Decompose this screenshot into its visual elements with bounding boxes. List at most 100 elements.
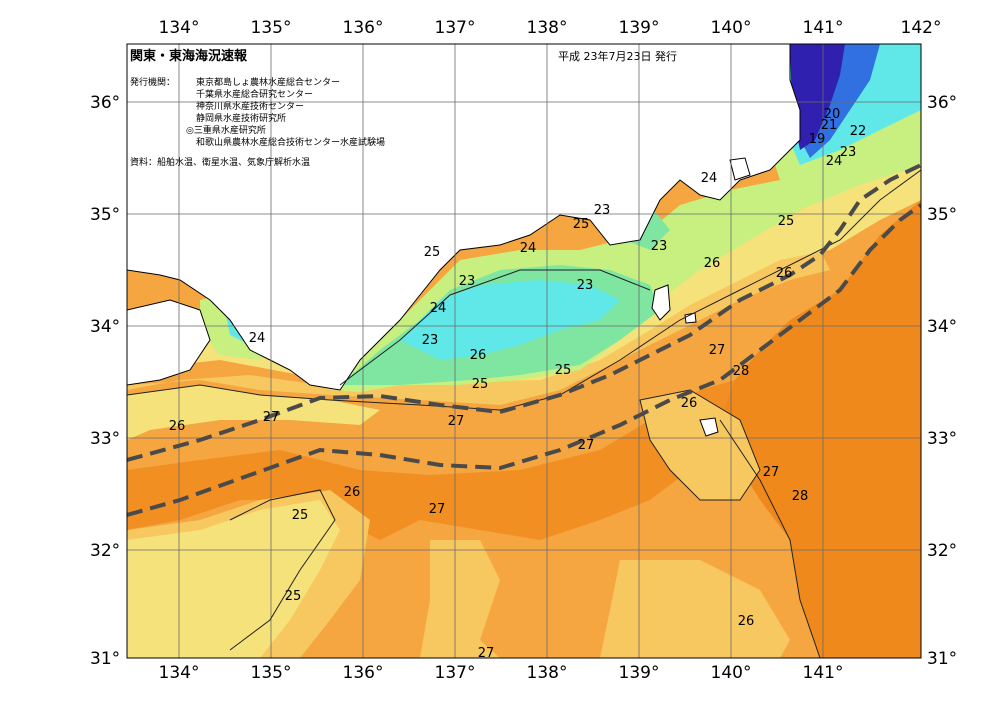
isotherm-label: 25 xyxy=(778,214,795,229)
lon-labels-top: 134° 135° 136° 137° 138° 139° 140° 141° … xyxy=(159,18,942,38)
isotherm-label: 23 xyxy=(422,333,439,348)
lat-tick-label: 36° xyxy=(927,93,957,113)
isotherm-label: 25 xyxy=(285,589,302,604)
lat-tick-label: 34° xyxy=(927,317,957,337)
isotherm-label: 25 xyxy=(555,363,572,378)
lon-tick-label: 142° xyxy=(901,18,942,38)
lon-tick-label: 141° xyxy=(803,18,844,38)
lon-labels-bottom: 134° 135° 136° 137° 138° 139° 140° 141° xyxy=(159,663,844,683)
map-frame: 26 27 24 24 25 23 24 25 23 24 23 26 25 2… xyxy=(127,44,921,661)
lon-tick-label: 134° xyxy=(159,663,200,683)
lat-tick-label: 32° xyxy=(927,541,957,561)
isotherm-label: 20 xyxy=(824,107,841,122)
sea-28-zone xyxy=(720,200,921,658)
lon-tick-label: 141° xyxy=(803,663,844,683)
sea-25-zone xyxy=(127,500,340,658)
isotherm-label: 23 xyxy=(840,145,857,160)
isotherm-lines xyxy=(127,169,921,658)
map-border xyxy=(126,43,922,659)
isotherm-label: 19 xyxy=(809,132,826,147)
lon-tick-label: 140° xyxy=(711,18,752,38)
lon-tick-label: 140° xyxy=(711,663,752,683)
lat-tick-label: 35° xyxy=(90,205,120,225)
lat-labels-left: 31° 32° 33° 34° 35° 36° xyxy=(90,93,120,669)
data-source: 資料：船舶水温、衛星水温、気象庁解析水温 xyxy=(130,156,310,168)
kuroshio-front xyxy=(127,163,921,517)
isotherm-label: 27 xyxy=(478,646,495,661)
lon-tick-label: 136° xyxy=(343,663,384,683)
lat-tick-label: 31° xyxy=(927,649,957,669)
lon-tick-label: 139° xyxy=(619,18,660,38)
map-title: 関東・東海海況速報 xyxy=(130,48,248,64)
isotherm-label: 28 xyxy=(792,489,809,504)
lon-tick-label: 136° xyxy=(343,18,384,38)
isotherm-label: 25 xyxy=(424,245,441,260)
issuer-name: 神奈川県水産技術センター xyxy=(196,100,304,112)
lon-tick-label: 137° xyxy=(435,663,476,683)
land-mass xyxy=(127,44,801,391)
lon-tick-label: 134° xyxy=(159,18,200,38)
lat-tick-label: 34° xyxy=(90,317,120,337)
land-mass xyxy=(127,299,211,386)
isotherm-label: 26 xyxy=(681,396,698,411)
isotherm-label: 26 xyxy=(738,614,755,629)
lat-tick-label: 35° xyxy=(927,205,957,225)
land-mass xyxy=(729,157,751,181)
isotherm-label: 27 xyxy=(763,465,780,480)
lon-tick-label: 135° xyxy=(251,18,292,38)
lon-tick-label: 138° xyxy=(527,663,568,683)
isotherm-label: 26 xyxy=(776,266,793,281)
issuer-name: 千葉県水産総合研究センター xyxy=(196,88,313,100)
isotherm-label: 27 xyxy=(578,438,595,453)
issuer-name: 静岡県水産技術研究所 xyxy=(196,112,286,124)
lon-tick-label: 135° xyxy=(251,663,292,683)
isotherm-label: 26 xyxy=(344,485,361,500)
isotherm-label: 23 xyxy=(577,278,594,293)
lat-tick-label: 33° xyxy=(90,429,120,449)
isotherm-labels: 26 27 24 24 25 23 24 25 23 24 23 26 25 2… xyxy=(169,107,867,661)
isotherm-label: 26 xyxy=(470,348,487,363)
lat-tick-label: 32° xyxy=(90,541,120,561)
sea-19-zone xyxy=(790,44,845,150)
isotherm-label: 24 xyxy=(520,241,537,256)
isotherm-label: 27 xyxy=(263,410,280,425)
isotherm-label: 21 xyxy=(821,118,838,133)
isotherm-label: 25 xyxy=(292,508,309,523)
sea-26-zone xyxy=(420,540,500,658)
issuer-name: ◎三重県水産研究所 xyxy=(186,124,266,136)
lat-tick-label: 33° xyxy=(927,429,957,449)
isotherm-label: 24 xyxy=(430,301,447,316)
land-mass xyxy=(699,417,719,437)
isotherm-label: 23 xyxy=(594,203,611,218)
land-mass xyxy=(651,284,671,321)
isotherm-label: 23 xyxy=(651,239,668,254)
isotherm-label: 27 xyxy=(429,502,446,517)
isotherm-label: 25 xyxy=(472,377,489,392)
sea-25-zone xyxy=(127,160,921,382)
isotherm-label: 23 xyxy=(459,274,476,289)
sea-25-zone xyxy=(127,385,380,440)
lon-tick-label: 139° xyxy=(619,663,660,683)
isotherm-label: 28 xyxy=(733,364,750,379)
isotherm-label: 25 xyxy=(573,217,590,232)
lon-tick-label: 137° xyxy=(435,18,476,38)
lat-labels-right: 31° 32° 33° 34° 35° 36° xyxy=(927,93,957,669)
issuer-name: 東京都島しょ農林水産総合センター xyxy=(196,76,340,88)
isotherm-label: 24 xyxy=(249,331,266,346)
isotherm-label: 26 xyxy=(169,419,186,434)
sea-26-zone xyxy=(600,560,790,658)
lat-tick-label: 36° xyxy=(90,93,120,113)
lat-tick-label: 31° xyxy=(90,649,120,669)
isotherm-label: 26 xyxy=(704,256,721,271)
sea-26-zone xyxy=(640,390,760,500)
isotherm-label: 27 xyxy=(709,343,726,358)
isotherm-label: 27 xyxy=(448,414,465,429)
isotherm-label: 22 xyxy=(850,124,867,139)
lat-lon-grid xyxy=(127,44,921,658)
issuer-label: 発行機関： xyxy=(130,76,175,88)
issue-date: 平成 23年7月23日 発行 xyxy=(558,49,677,63)
isotherm-label: 24 xyxy=(826,154,843,169)
isotherm-label: 24 xyxy=(701,171,718,186)
issuer-name: 和歌山県農林水産総合技術センター水産試験場 xyxy=(196,136,385,148)
